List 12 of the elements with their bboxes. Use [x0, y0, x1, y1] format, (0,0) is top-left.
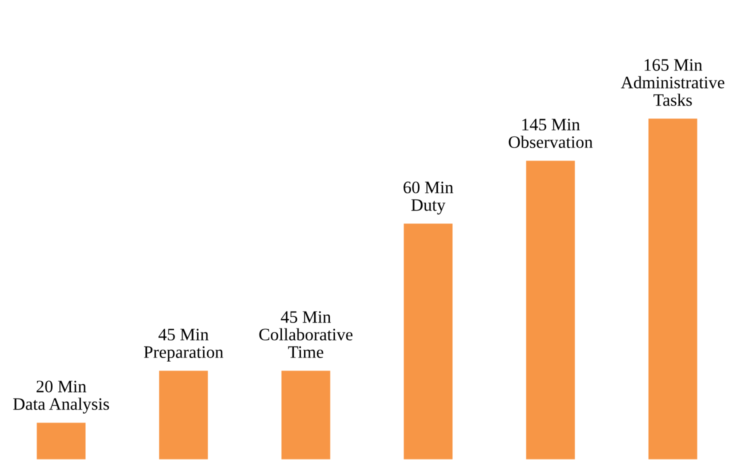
x-tick-label: 165 Min Administrative Tasks [620, 59, 724, 106]
bar [647, 117, 699, 460]
bar [280, 369, 332, 460]
bar [402, 222, 454, 460]
x-tick-label: 145 Min Observation [508, 118, 593, 148]
bar [524, 159, 576, 460]
bar [158, 369, 210, 460]
x-tick-label: 45 Min Collaborative Time [259, 311, 352, 358]
x-tick-label: 45 Min Preparation [144, 328, 224, 362]
x-tick-label: 20 Min Data Analysis [13, 380, 109, 414]
bar [35, 421, 87, 460]
x-tick-label: 60 Min Duty [404, 182, 454, 214]
